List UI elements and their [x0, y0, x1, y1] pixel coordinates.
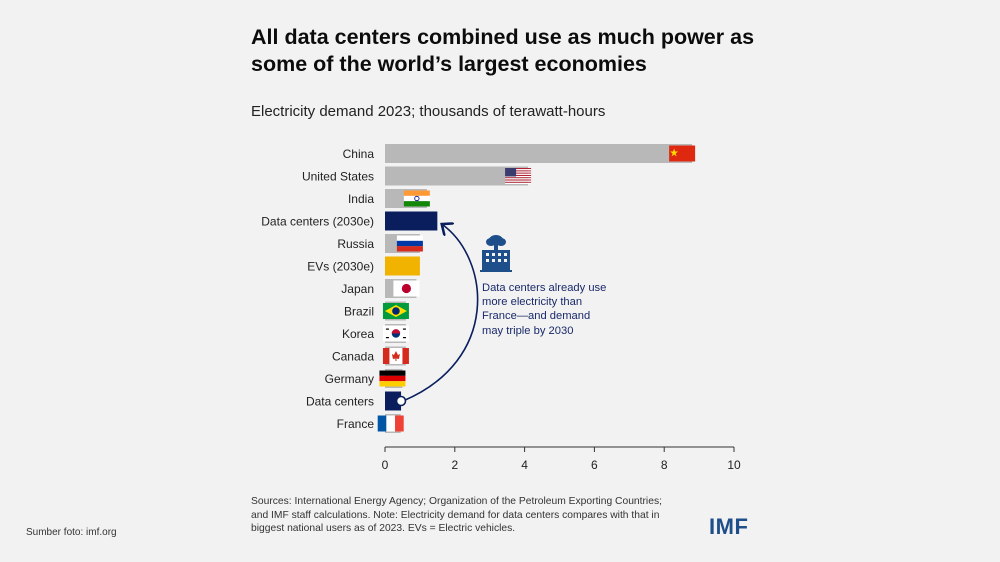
- france-flag-icon: [377, 415, 404, 432]
- chart-title: All data centers combined use as much po…: [251, 25, 755, 76]
- x-tick-label: 6: [591, 458, 598, 472]
- imf-logo: IMF: [709, 514, 749, 539]
- bar-united-states: [385, 166, 529, 186]
- category-label-russia: Russia: [337, 237, 374, 251]
- category-label-germany: Germany: [325, 372, 374, 386]
- category-label-france: France: [337, 417, 375, 431]
- category-label-india: India: [348, 192, 374, 206]
- usa-flag-icon: [505, 168, 532, 184]
- china-flag-icon: [669, 145, 696, 162]
- korea-flag-icon: [382, 325, 409, 342]
- chart-subtitle: Electricity demand 2023; thousands of te…: [251, 103, 606, 120]
- annotation-arrow: [402, 225, 479, 402]
- bar-evs-2030e: [385, 256, 420, 276]
- category-label-data-centers-2030e: Data centers (2030e): [261, 215, 374, 229]
- sources-note: Sources: International Energy Agency; Or…: [251, 496, 662, 534]
- x-tick-label: 2: [451, 458, 458, 472]
- photo-credit: Sumber foto: imf.org: [26, 527, 117, 538]
- canada-flag-icon: [382, 348, 409, 364]
- x-tick-label: 4: [521, 458, 528, 472]
- category-label-korea: Korea: [342, 327, 374, 341]
- germany-flag-icon: [379, 370, 406, 387]
- india-flag-icon: [403, 190, 430, 207]
- x-tick-label: 8: [661, 458, 668, 472]
- x-tick-label: 10: [727, 458, 741, 472]
- bar-data-centers: [385, 391, 402, 411]
- bar-china: [385, 144, 693, 163]
- annotation-text: Data centers already use more electricit…: [482, 282, 607, 337]
- category-label-china: China: [343, 147, 375, 161]
- category-label-united-states: United States: [302, 170, 374, 184]
- category-label-japan: Japan: [341, 282, 374, 296]
- category-label-data-centers: Data centers: [306, 395, 374, 409]
- annotation-origin-dot: [395, 395, 407, 407]
- data-center-building-icon: [480, 235, 512, 272]
- russia-flag-icon: [396, 235, 423, 252]
- brazil-flag-icon: [382, 303, 409, 319]
- x-tick-label: 0: [382, 458, 389, 472]
- bar-data-centers-2030e: [385, 211, 438, 231]
- japan-flag-icon: [393, 280, 420, 297]
- category-label-evs-2030e: EVs (2030e): [307, 260, 374, 274]
- category-label-brazil: Brazil: [344, 305, 374, 319]
- category-label-canada: Canada: [332, 350, 374, 364]
